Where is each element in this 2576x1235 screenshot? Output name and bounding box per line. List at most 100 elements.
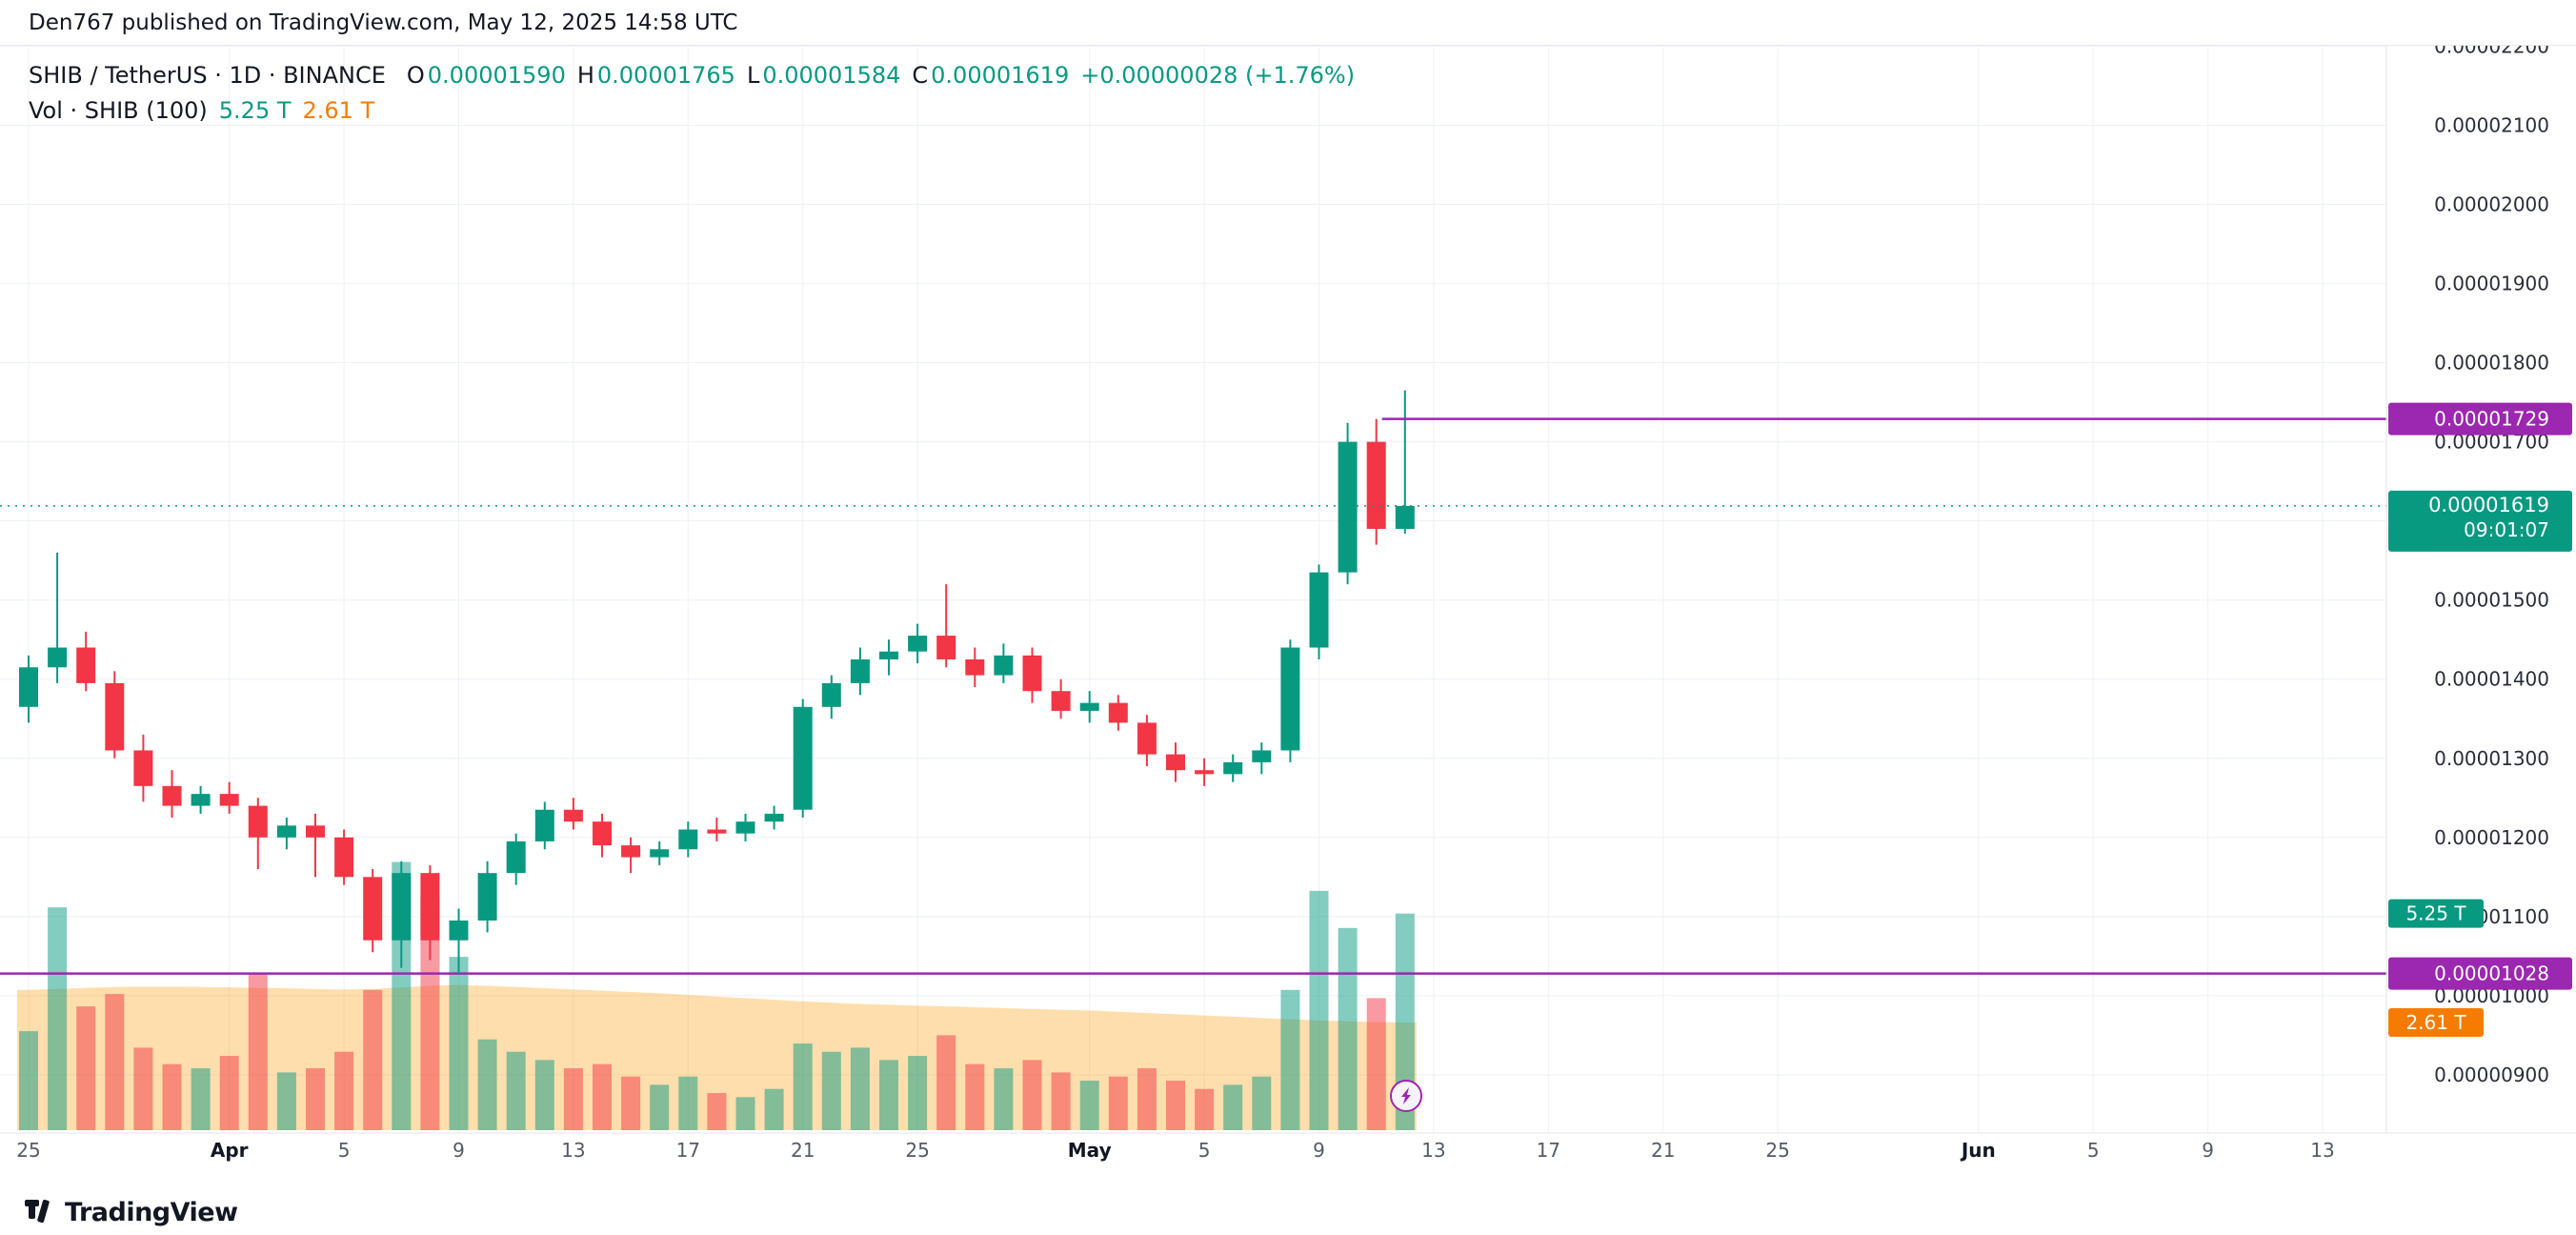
volume-bar <box>105 994 125 1130</box>
time-axis-label: 21 <box>1651 1139 1675 1162</box>
close-value: C 0.00001619 <box>912 61 1070 89</box>
price-axis-label: 0.00000900 <box>2434 1063 2549 1086</box>
volume-bar <box>191 1068 211 1130</box>
volume-bar <box>133 1047 153 1130</box>
open-label: O <box>406 61 425 89</box>
attribution-bar: Den767 published on TradingView.com, May… <box>0 0 2576 46</box>
candle-body <box>162 785 182 806</box>
volume-bar <box>793 1043 813 1130</box>
candle-body <box>105 682 125 751</box>
volume-bar <box>162 1063 182 1130</box>
volume-bar <box>994 1068 1014 1130</box>
volume-indicator-title[interactable]: Vol · SHIB (100) <box>29 96 208 124</box>
volume-bar <box>1280 989 1300 1130</box>
candle-body <box>621 845 641 858</box>
brand-name[interactable]: TradingView <box>65 1198 238 1227</box>
time-axis-label: 17 <box>676 1139 700 1162</box>
candle-body <box>363 877 383 941</box>
volume-bar <box>219 1056 239 1130</box>
candle-body <box>306 825 325 838</box>
high-value: H 0.00001765 <box>576 61 735 89</box>
change-value: +0.00000028 (+1.76%) <box>1080 61 1356 89</box>
price-level-chip[interactable]: 0.00001729 <box>2388 402 2572 435</box>
price-axis-label: 0.00002000 <box>2434 193 2549 216</box>
time-axis[interactable]: 25 Apr 5 9 13 17 21 25 May 5 9 13 17 21 25 Jun 5 9 13 <box>16 1139 2334 1162</box>
time-axis-label: Jun <box>1960 1139 1996 1162</box>
volume-bar <box>19 1031 38 1130</box>
symbol-title[interactable]: SHIB / TetherUS · 1D · BINANCE <box>29 61 386 89</box>
candle-body <box>879 651 898 659</box>
lightning-marker-icon[interactable] <box>1390 1080 1422 1112</box>
close-label: C <box>912 61 929 89</box>
candle-body <box>764 813 784 822</box>
candle-body <box>1137 722 1157 755</box>
candle-body <box>936 636 956 659</box>
candle-body <box>248 805 268 838</box>
price-axis-label: 0.00001300 <box>2434 747 2549 770</box>
candle-body <box>1166 754 1185 771</box>
candle-body <box>1022 655 1042 692</box>
volume-bar <box>764 1088 784 1130</box>
candle-body <box>650 849 670 858</box>
volume-bar <box>850 1047 870 1130</box>
candle-body <box>334 837 354 878</box>
tradingview-logo-icon[interactable] <box>25 1199 55 1226</box>
time-axis-label: 25 <box>905 1139 929 1162</box>
volume-bar <box>965 1063 985 1130</box>
candle-body <box>219 794 239 806</box>
candle-body <box>506 840 526 874</box>
time-axis-label: 9 <box>2202 1139 2214 1162</box>
time-axis-label: 21 <box>791 1139 815 1162</box>
volume-bar <box>908 1056 928 1130</box>
svg-text:5.25 T: 5.25 T <box>2405 902 2466 925</box>
svg-text:2.61 T: 2.61 T <box>2405 1011 2466 1034</box>
candle-body <box>1309 572 1329 648</box>
candle-body <box>477 873 497 921</box>
volume-bar <box>1079 1081 1099 1130</box>
candle-body <box>449 920 469 941</box>
volume-bar <box>1223 1084 1243 1130</box>
volume-bar <box>1051 1072 1071 1130</box>
volume-bar <box>879 1060 898 1130</box>
volume-bar <box>306 1068 325 1130</box>
candle-body <box>133 750 153 786</box>
candle-body <box>48 647 68 668</box>
volume-bar <box>477 1039 497 1130</box>
svg-text:0.00001028: 0.00001028 <box>2434 962 2549 985</box>
candle-body <box>1051 691 1071 711</box>
volume-bar <box>563 1068 583 1130</box>
volume-bar <box>534 1060 554 1130</box>
candle-body <box>1108 702 1128 723</box>
current-price-value: 0.00001619 <box>2428 494 2549 516</box>
time-axis-label: Apr <box>211 1139 249 1162</box>
volume-bar <box>1309 890 1329 1130</box>
volume-bar <box>593 1063 612 1130</box>
low-value: L 0.00001584 <box>746 61 901 89</box>
volume-bar <box>821 1051 841 1130</box>
time-axis-label: 25 <box>1765 1139 1789 1162</box>
volume-bar <box>678 1076 698 1130</box>
volume-bar <box>735 1097 755 1130</box>
volume-bar <box>276 1072 296 1130</box>
candle-body <box>850 658 870 683</box>
volume-bar <box>449 957 469 1130</box>
candle-body <box>563 809 583 822</box>
candle-body <box>965 658 985 676</box>
price-axis[interactable]: 0.000022000.000021000.000020000.00001900… <box>2434 35 2549 1086</box>
price-level-chip[interactable]: 0.00001028 <box>2388 957 2572 990</box>
candle-body <box>276 825 296 838</box>
candle-body <box>821 682 841 707</box>
volume-axis-chip: 2.61 T <box>2388 1007 2484 1037</box>
price-axis-label: 0.00002100 <box>2434 114 2549 137</box>
volume-row: Vol · SHIB (100) 5.25 T 2.61 T <box>29 92 1355 128</box>
ohlc-row: SHIB / TetherUS · 1D · BINANCE O 0.00001… <box>29 57 1355 92</box>
candle-body <box>76 647 96 683</box>
time-axis-label: 9 <box>1313 1139 1325 1162</box>
time-axis-label: 5 <box>2087 1139 2100 1162</box>
volume-bar <box>1137 1068 1157 1130</box>
time-axis-label: May <box>1068 1139 1112 1162</box>
time-axis-label: 13 <box>2310 1139 2334 1162</box>
